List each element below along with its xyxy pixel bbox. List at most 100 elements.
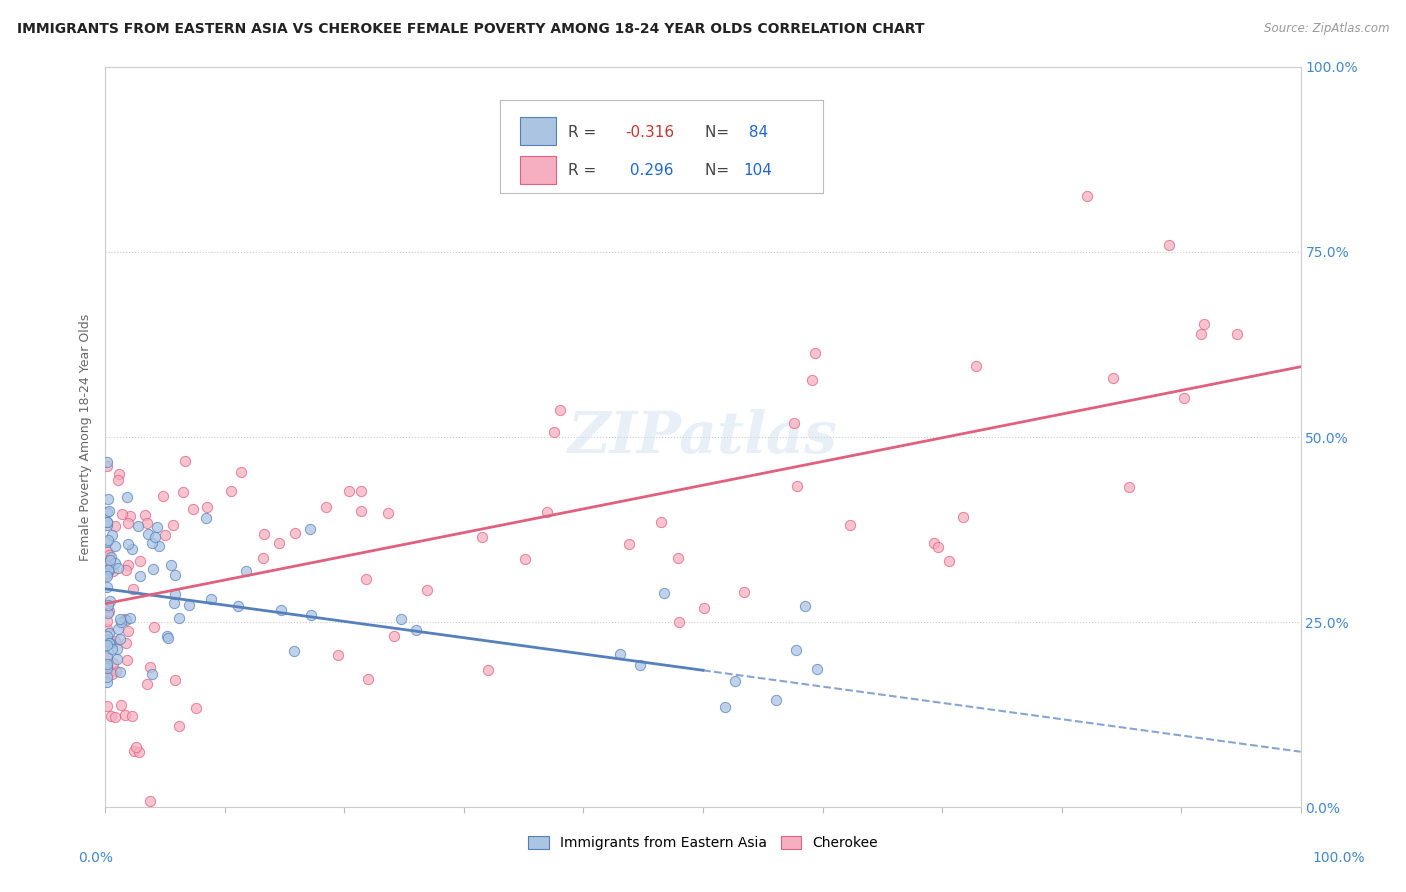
Point — [477, 663, 499, 677]
Point — [1192, 317, 1215, 331]
Point — [253, 527, 276, 541]
Point — [668, 615, 690, 629]
Point — [96, 566, 118, 581]
Point — [142, 620, 165, 634]
Point — [650, 515, 672, 529]
Point — [1226, 326, 1249, 341]
Point — [96, 664, 118, 678]
Point — [156, 629, 179, 643]
Point — [1191, 326, 1213, 341]
Point — [96, 638, 118, 652]
Point — [139, 660, 162, 674]
Point — [101, 666, 124, 681]
Point — [100, 594, 122, 608]
Point — [96, 657, 118, 671]
Y-axis label: Female Poverty Among 18-24 Year Olds: Female Poverty Among 18-24 Year Olds — [79, 313, 93, 561]
Point — [96, 543, 118, 558]
Point — [177, 599, 200, 613]
Point — [96, 553, 118, 567]
Point — [252, 551, 274, 566]
Point — [96, 556, 118, 570]
Point — [100, 709, 122, 723]
Text: 0.296: 0.296 — [626, 163, 673, 178]
Point — [315, 500, 337, 514]
Point — [159, 558, 181, 572]
Point — [536, 505, 558, 519]
Point — [98, 625, 121, 640]
Point — [283, 644, 305, 658]
Point — [548, 402, 571, 417]
Point — [965, 359, 987, 373]
Point — [121, 709, 143, 723]
Point — [96, 670, 118, 684]
Point — [96, 569, 118, 583]
Point — [267, 535, 290, 549]
Point — [416, 582, 439, 597]
Point — [326, 648, 349, 662]
Point — [356, 572, 378, 586]
Point — [104, 539, 127, 553]
Point — [153, 528, 176, 542]
Text: R =: R = — [568, 125, 602, 139]
Point — [110, 615, 132, 630]
Point — [350, 504, 373, 518]
Point — [134, 508, 156, 522]
Point — [152, 489, 174, 503]
Point — [98, 504, 121, 518]
Point — [121, 542, 143, 557]
Text: 104: 104 — [744, 163, 772, 178]
Point — [96, 661, 118, 675]
Point — [117, 558, 139, 572]
Point — [105, 642, 128, 657]
Text: N=: N= — [706, 163, 734, 178]
Point — [135, 516, 157, 531]
Point — [357, 672, 380, 686]
Text: 0.0%: 0.0% — [79, 851, 112, 865]
Point — [163, 587, 186, 601]
Point — [96, 651, 118, 665]
Point — [104, 664, 127, 678]
Point — [1101, 370, 1123, 384]
Point — [98, 562, 121, 576]
Point — [270, 603, 292, 617]
Point — [104, 519, 127, 533]
Text: -0.316: -0.316 — [626, 125, 675, 139]
Point — [96, 667, 118, 681]
Point — [628, 658, 651, 673]
Point — [96, 614, 118, 628]
Point — [96, 455, 118, 469]
Point — [1076, 188, 1098, 202]
Point — [105, 652, 128, 666]
Point — [97, 491, 120, 506]
Point — [136, 527, 159, 541]
Point — [96, 515, 118, 529]
Text: Source: ZipAtlas.com: Source: ZipAtlas.com — [1264, 22, 1389, 36]
Point — [104, 710, 127, 724]
Point — [405, 624, 427, 638]
Point — [714, 700, 737, 714]
Point — [96, 599, 118, 614]
Point — [284, 526, 307, 541]
Point — [186, 701, 208, 715]
Point — [195, 511, 218, 525]
Point — [165, 673, 187, 687]
FancyBboxPatch shape — [520, 117, 555, 145]
Point — [1159, 238, 1181, 252]
Point — [337, 483, 360, 498]
Point — [97, 606, 120, 620]
Point — [122, 582, 145, 597]
Point — [172, 484, 194, 499]
Text: ZIPatlas: ZIPatlas — [568, 409, 838, 466]
Point — [794, 599, 817, 614]
Text: R =: R = — [568, 163, 602, 178]
Point — [146, 520, 169, 534]
Point — [97, 563, 120, 577]
Point — [927, 540, 949, 554]
Point — [100, 642, 122, 657]
Point — [693, 601, 716, 615]
Point — [96, 580, 118, 594]
Point — [104, 556, 127, 570]
Point — [96, 633, 118, 648]
Point — [110, 698, 132, 713]
Point — [733, 585, 755, 599]
